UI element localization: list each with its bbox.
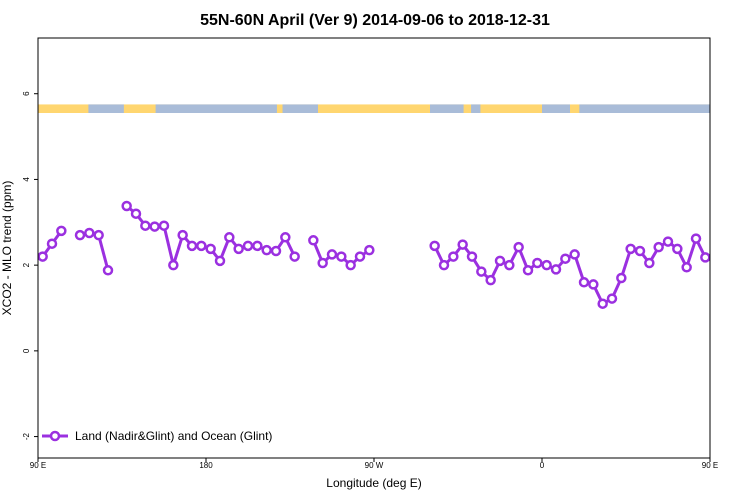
data-point xyxy=(102,265,114,276)
data-point xyxy=(317,257,328,269)
land-segment xyxy=(88,104,124,113)
land-segment xyxy=(542,104,570,113)
land-segment xyxy=(430,104,464,113)
x-tick-label: 90 W xyxy=(365,461,384,470)
data-point xyxy=(729,228,737,236)
data-point xyxy=(252,240,263,252)
data-point xyxy=(326,249,338,260)
data-point xyxy=(513,241,524,253)
data-point xyxy=(653,241,664,253)
data-point xyxy=(709,254,710,259)
x-tick-label: 90 E xyxy=(30,461,46,470)
series-line-segment xyxy=(125,204,297,267)
data-point xyxy=(345,259,356,271)
data-point xyxy=(700,252,710,263)
data-point xyxy=(569,249,580,260)
data-point xyxy=(588,279,599,290)
data-point xyxy=(438,259,450,271)
ocean-band xyxy=(38,104,710,113)
y-tick-label: 0 xyxy=(22,348,31,353)
data-point xyxy=(186,240,198,252)
y-tick-label: 4 xyxy=(22,177,31,182)
legend-point-marker xyxy=(49,430,61,442)
data-point xyxy=(214,255,226,267)
data-point xyxy=(550,264,562,275)
data-point xyxy=(448,251,459,262)
data-point xyxy=(168,259,179,271)
data-point xyxy=(457,239,468,250)
legend-label: Land (Nadir&Glint) and Ocean (Glint) xyxy=(75,429,272,443)
land-segment xyxy=(282,104,318,113)
data-point xyxy=(690,233,702,244)
series-layer xyxy=(38,200,737,309)
data-point xyxy=(56,225,67,237)
legend: Land (Nadir&Glint) and Ocean (Glint) xyxy=(42,429,272,443)
x-axis-label: Longitude (deg E) xyxy=(326,476,421,490)
x-tick-label: 180 xyxy=(199,461,213,470)
y-axis: -2 0 2 4 6 xyxy=(22,91,38,440)
data-point xyxy=(336,251,347,262)
data-point xyxy=(177,229,188,241)
data-point xyxy=(289,251,300,262)
land-segment xyxy=(579,104,710,113)
x-axis: 90 E 180 90 W 0 90 E xyxy=(30,458,718,470)
data-point xyxy=(308,235,319,246)
data-point xyxy=(354,251,366,262)
data-point xyxy=(224,232,235,243)
data-point xyxy=(233,243,244,255)
data-point xyxy=(597,298,608,309)
data-point xyxy=(644,257,655,269)
y-axis-label: XCO2 - MLO trend (ppm) xyxy=(0,181,14,316)
data-point xyxy=(270,245,282,257)
data-point xyxy=(532,257,543,269)
data-point xyxy=(625,243,636,255)
data-point xyxy=(429,240,440,252)
y-tick-label: 2 xyxy=(22,262,31,267)
data-point xyxy=(121,200,132,212)
data-point xyxy=(720,239,728,247)
data-point xyxy=(681,262,692,273)
data-point xyxy=(560,253,571,264)
data-point xyxy=(634,245,646,257)
data-point xyxy=(616,272,627,284)
data-point xyxy=(672,243,683,255)
data-point xyxy=(242,240,254,252)
data-point xyxy=(84,227,95,239)
land-segment xyxy=(155,104,277,113)
chart-title: 55N-60N April (Ver 9) 2014-09-06 to 2018… xyxy=(200,12,550,29)
data-point xyxy=(74,229,86,241)
data-point xyxy=(606,293,618,304)
data-point xyxy=(93,229,104,241)
land-ocean-strip xyxy=(38,104,710,113)
data-point xyxy=(130,208,142,219)
data-point xyxy=(578,277,590,288)
y-tick-label: 6 xyxy=(22,91,31,96)
x-tick-label: 0 xyxy=(540,461,545,470)
land-segment xyxy=(471,104,481,113)
y-tick-label: -2 xyxy=(22,432,31,440)
data-point xyxy=(196,240,207,252)
data-point xyxy=(261,244,272,256)
data-point xyxy=(662,236,674,247)
data-point xyxy=(504,259,515,271)
data-point xyxy=(205,243,216,255)
data-point xyxy=(38,251,48,262)
data-point xyxy=(140,220,151,231)
x-tick-label: 90 E xyxy=(702,461,718,470)
data-point xyxy=(149,221,160,232)
data-point xyxy=(541,259,552,271)
data-point xyxy=(476,266,487,277)
data-point xyxy=(364,244,375,256)
data-point xyxy=(522,265,534,276)
data-point xyxy=(46,238,58,249)
data-point xyxy=(158,220,170,231)
data-point xyxy=(466,251,478,262)
series-line-segment xyxy=(79,231,110,271)
data-point xyxy=(280,232,291,243)
data-point xyxy=(494,255,506,267)
data-point xyxy=(485,274,496,286)
